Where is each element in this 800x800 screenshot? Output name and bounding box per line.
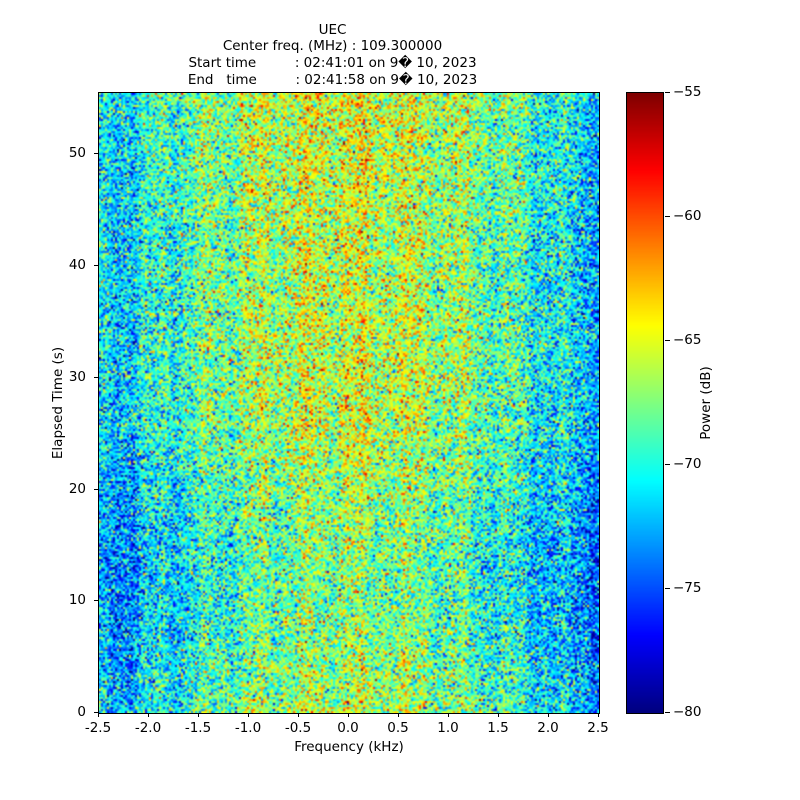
spectrogram-heatmap <box>99 93 599 713</box>
colorbar-tick-label: −60 <box>673 208 702 224</box>
y-tick-label: 50 <box>68 145 86 162</box>
title-center-frequency: Center freq. (MHz) : 109.300000 <box>222 38 443 54</box>
x-tick-mark <box>98 713 99 717</box>
x-tick-mark <box>148 713 149 717</box>
x-tick-mark <box>298 713 299 717</box>
y-tick-mark <box>94 488 98 490</box>
x-tick-label: 2.5 <box>587 720 609 736</box>
x-tick-mark <box>398 713 399 717</box>
x-tick-mark <box>498 713 499 717</box>
x-tick-mark <box>448 713 449 717</box>
spectrogram-plot-area <box>98 92 600 714</box>
colorbar-tick-mark <box>665 340 670 341</box>
x-tick-mark <box>248 713 249 717</box>
colorbar-tick-mark <box>665 216 670 217</box>
x-tick-mark <box>198 713 199 717</box>
y-tick-mark <box>94 600 98 602</box>
y-axis-label: Elapsed Time (s) <box>50 346 66 460</box>
colorbar-tick-mark <box>665 92 670 93</box>
y-tick-mark <box>94 712 98 713</box>
y-tick-label: 30 <box>68 368 86 385</box>
x-tick-label: -2.0 <box>134 720 162 736</box>
colorbar-gradient <box>627 93 663 713</box>
colorbar <box>626 92 664 714</box>
title-end-time: End time : 02:41:58 on 9� 10, 2023 <box>187 72 478 88</box>
figure-title: UEC <box>318 22 347 38</box>
x-tick-label: -1.0 <box>234 720 262 736</box>
colorbar-tick-mark <box>665 464 670 465</box>
y-tick-label: 20 <box>68 480 86 497</box>
x-tick-label: 1.0 <box>437 720 459 736</box>
colorbar-tick-label: −55 <box>673 84 702 100</box>
x-tick-label: 1.5 <box>487 720 509 736</box>
x-tick-label: -2.5 <box>84 720 112 736</box>
x-tick-label: 0.5 <box>387 720 409 736</box>
colorbar-tick-label: −70 <box>673 456 702 472</box>
y-tick-mark <box>94 153 98 155</box>
x-tick-label: 0.0 <box>337 720 359 736</box>
colorbar-tick-label: −75 <box>673 580 702 596</box>
y-tick-mark <box>94 265 98 267</box>
colorbar-tick-label: −65 <box>673 332 702 348</box>
y-tick-mark <box>94 376 98 378</box>
x-tick-label: -1.5 <box>184 720 212 736</box>
y-tick-label: 40 <box>68 257 86 274</box>
colorbar-tick-label: −80 <box>673 704 702 720</box>
x-axis-label: Frequency (kHz) <box>294 739 404 755</box>
y-tick-label: 10 <box>68 592 86 609</box>
x-tick-mark <box>598 713 599 717</box>
colorbar-tick-mark <box>665 588 670 589</box>
x-tick-mark <box>548 713 549 717</box>
x-tick-mark <box>348 713 349 717</box>
title-start-time: Start time : 02:41:01 on 9� 10, 2023 <box>188 55 477 71</box>
x-tick-label: -0.5 <box>284 720 312 736</box>
colorbar-tick-mark <box>665 712 670 713</box>
colorbar-label: Power (dB) <box>698 366 714 440</box>
y-tick-label: 0 <box>77 704 86 720</box>
x-tick-label: 2.0 <box>537 720 559 736</box>
